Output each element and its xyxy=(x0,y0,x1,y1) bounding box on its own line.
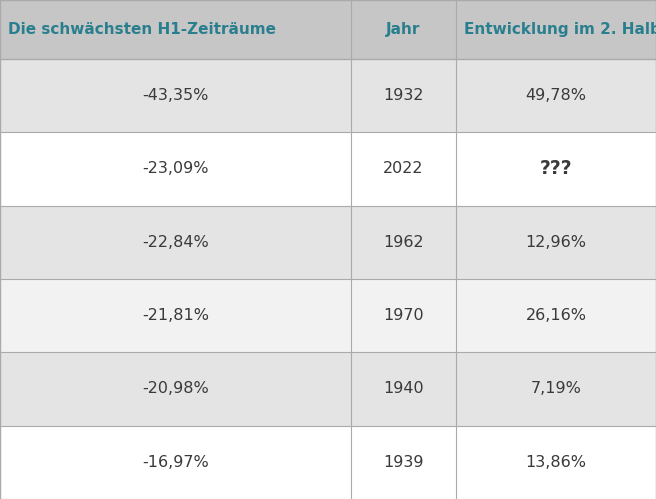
Bar xyxy=(0,279,351,352)
Bar xyxy=(456,59,656,132)
Bar xyxy=(351,279,456,352)
Text: Die schwächsten H1-Zeiträume: Die schwächsten H1-Zeiträume xyxy=(8,22,276,37)
Bar xyxy=(456,206,656,279)
Text: Entwicklung im 2. Halbjahr: Entwicklung im 2. Halbjahr xyxy=(464,22,656,37)
Bar xyxy=(456,426,656,499)
Bar xyxy=(0,132,351,206)
Bar xyxy=(351,206,456,279)
Text: 7,19%: 7,19% xyxy=(531,381,581,397)
Text: -20,98%: -20,98% xyxy=(142,381,209,397)
Text: 2022: 2022 xyxy=(383,161,424,177)
Bar xyxy=(0,206,351,279)
Text: -23,09%: -23,09% xyxy=(142,161,209,177)
Text: -16,97%: -16,97% xyxy=(142,455,209,470)
Text: ???: ??? xyxy=(540,159,572,179)
Text: 49,78%: 49,78% xyxy=(525,88,586,103)
Text: 1932: 1932 xyxy=(383,88,424,103)
Text: -21,81%: -21,81% xyxy=(142,308,209,323)
Bar xyxy=(351,59,456,132)
Text: 1970: 1970 xyxy=(383,308,424,323)
Bar xyxy=(456,0,656,59)
Bar xyxy=(351,0,456,59)
Bar xyxy=(0,0,351,59)
Text: -43,35%: -43,35% xyxy=(142,88,209,103)
Bar xyxy=(351,352,456,426)
Bar xyxy=(351,426,456,499)
Bar xyxy=(351,132,456,206)
Bar xyxy=(456,352,656,426)
Bar xyxy=(0,426,351,499)
Bar xyxy=(0,352,351,426)
Text: 13,86%: 13,86% xyxy=(525,455,586,470)
Bar xyxy=(456,279,656,352)
Text: 1962: 1962 xyxy=(383,235,424,250)
Text: 12,96%: 12,96% xyxy=(525,235,586,250)
Text: -22,84%: -22,84% xyxy=(142,235,209,250)
Bar xyxy=(456,132,656,206)
Text: 1940: 1940 xyxy=(383,381,424,397)
Text: 26,16%: 26,16% xyxy=(525,308,586,323)
Text: 1939: 1939 xyxy=(383,455,424,470)
Bar xyxy=(0,59,351,132)
Text: Jahr: Jahr xyxy=(386,22,420,37)
